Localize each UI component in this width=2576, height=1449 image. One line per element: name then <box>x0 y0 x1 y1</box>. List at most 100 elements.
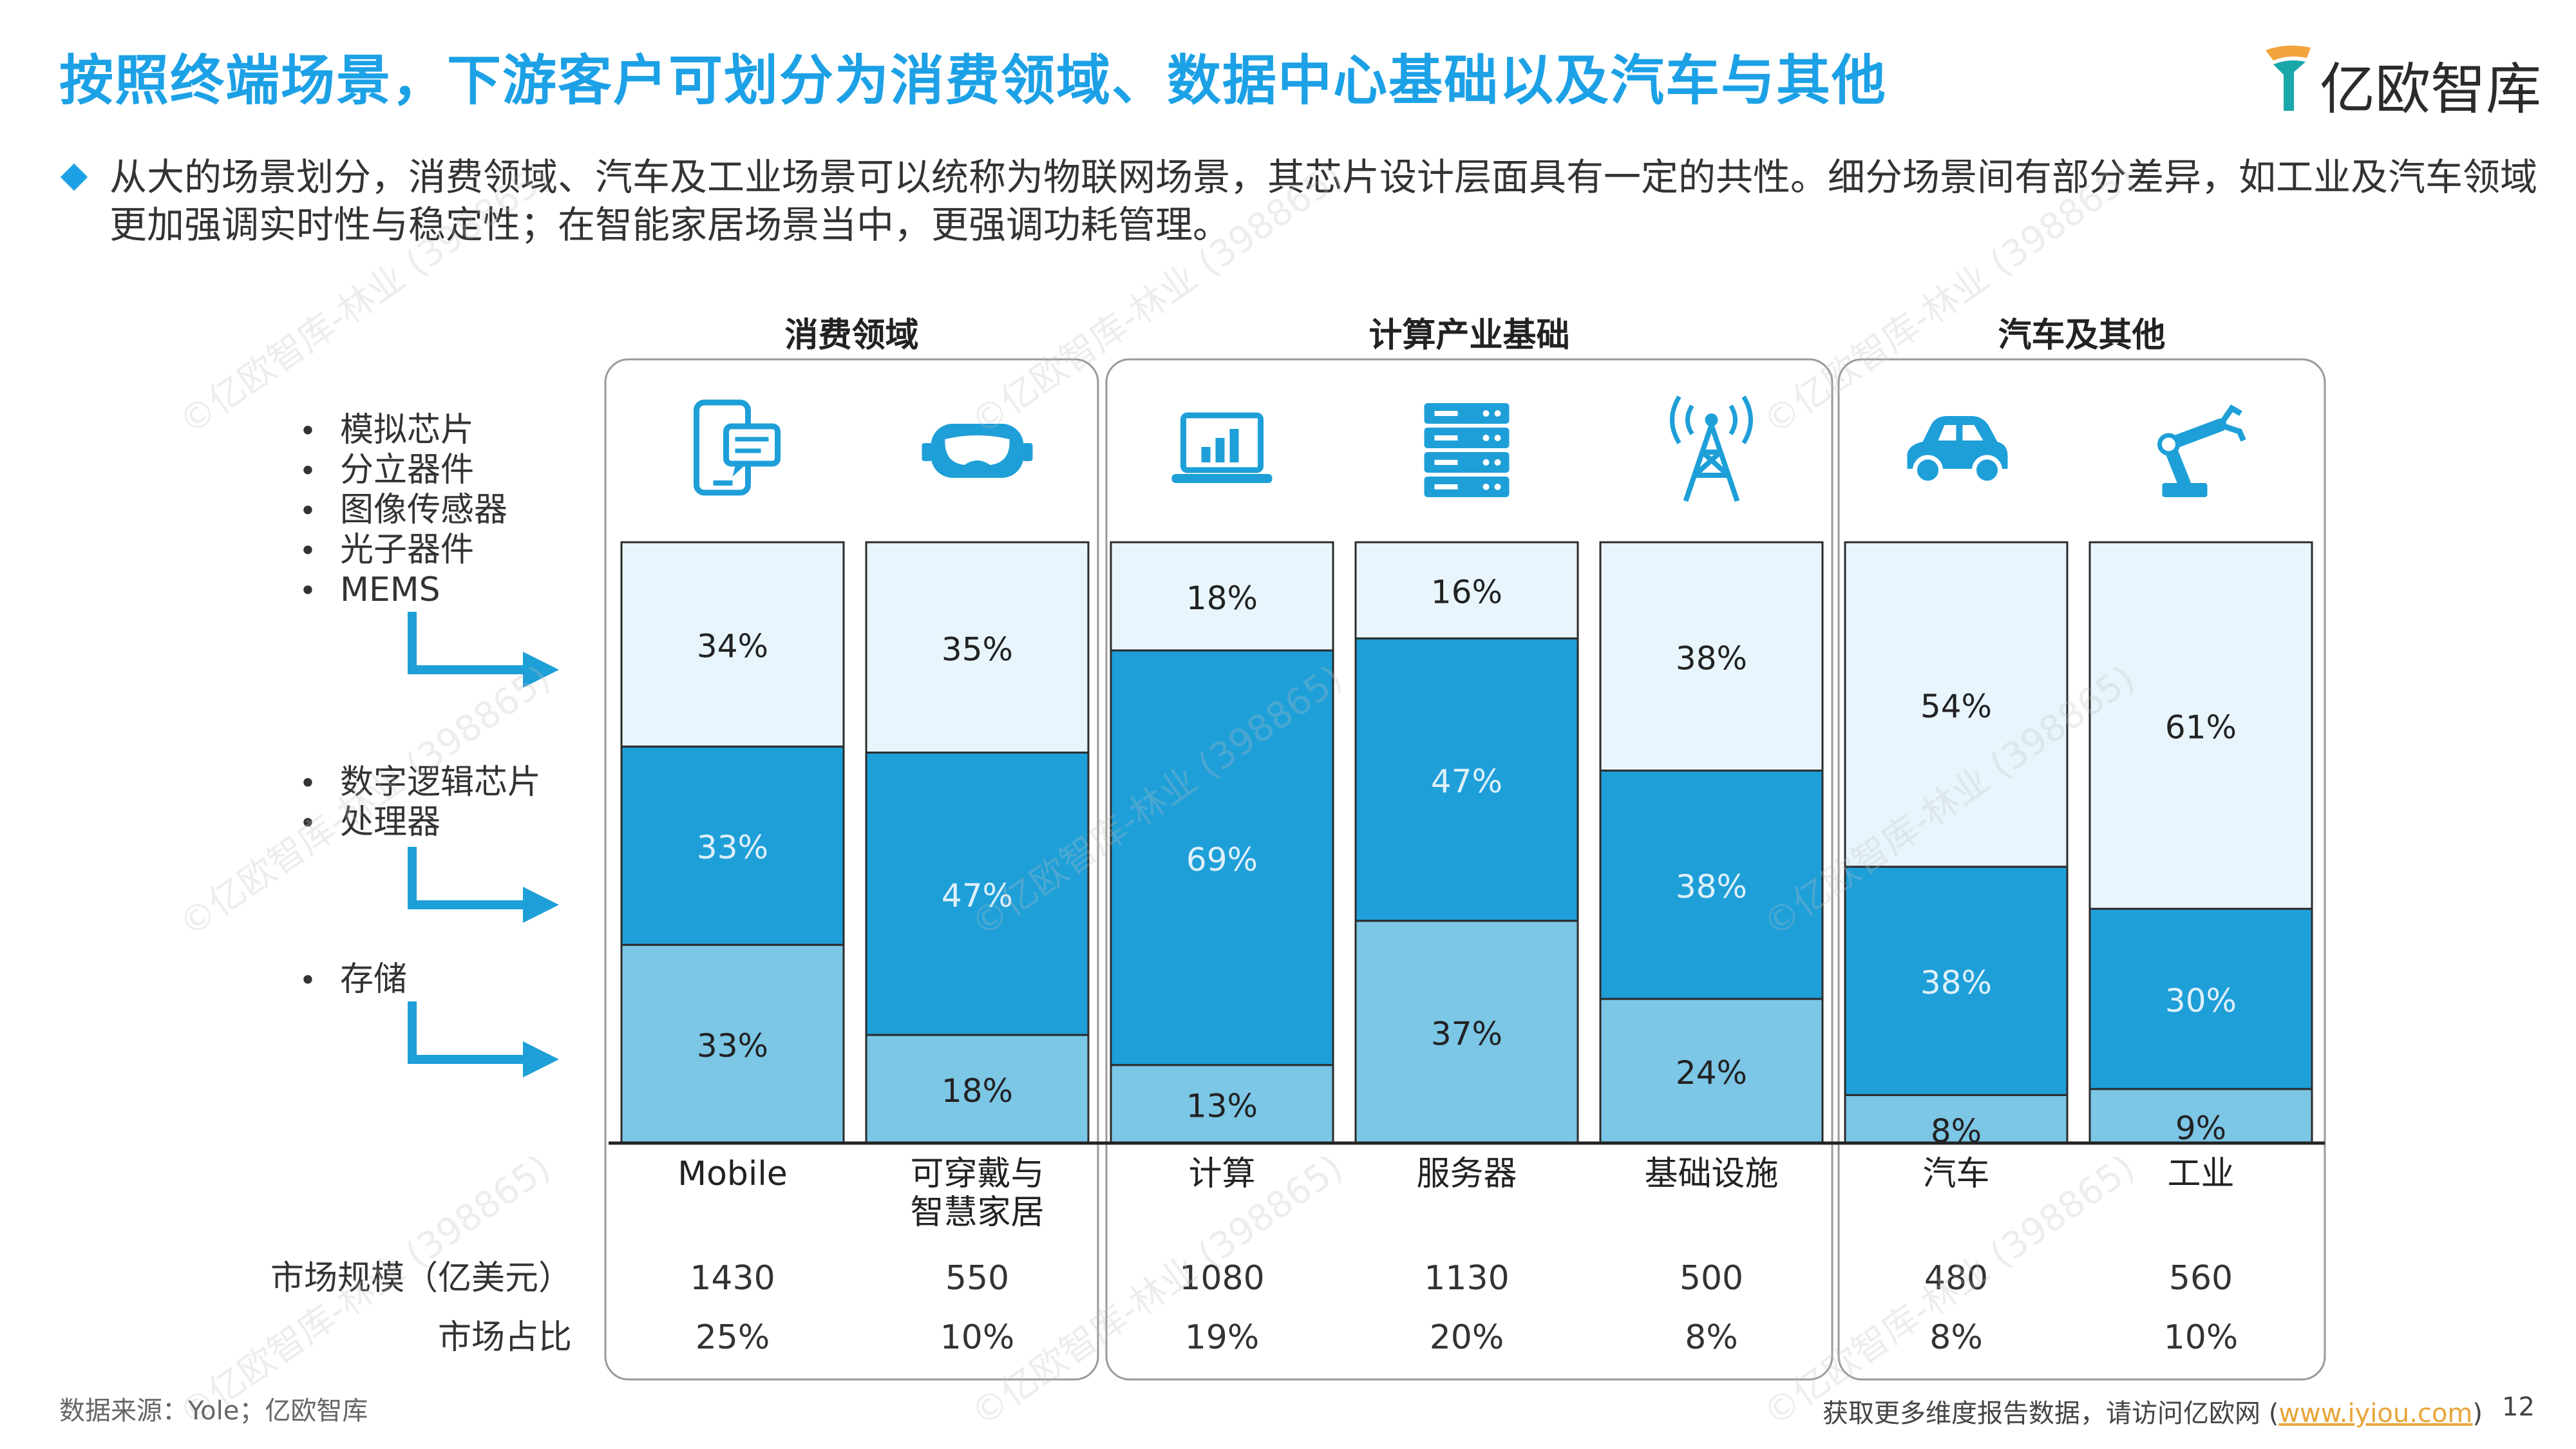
antenna-tower-icon <box>1670 395 1753 502</box>
category-label: 智慧家居 <box>910 1193 1044 1232</box>
list-bullet: • <box>299 573 316 608</box>
vr-goggles-icon <box>922 424 1033 478</box>
laptop-chart-icon <box>1171 412 1273 483</box>
data-label: 38% <box>1676 868 1747 905</box>
data-label: 18% <box>942 1072 1013 1110</box>
category-label: 服务器 <box>1416 1155 1517 1193</box>
arrow-icon <box>408 612 559 688</box>
category-label: 工业 <box>2167 1155 2234 1193</box>
server-icon <box>1424 403 1510 497</box>
data-label: 47% <box>1431 763 1502 800</box>
data-label: 34% <box>697 628 768 665</box>
group-label: 计算产业基础 <box>1368 316 1569 355</box>
footer-more-suffix: ) <box>2472 1399 2483 1428</box>
list-bullet: • <box>299 963 316 998</box>
footer-link[interactable]: www.iyiou.com <box>2278 1399 2473 1428</box>
bar-segment <box>1110 649 1334 1066</box>
data-label: 18% <box>1186 580 1258 617</box>
bar-segment <box>1844 866 2069 1096</box>
data-label: 38% <box>1920 964 1992 1001</box>
chip-type-label: 光子器件 <box>340 531 474 569</box>
data-label: 35% <box>942 630 1013 668</box>
chip-type-label: 数字逻辑芯片 <box>340 763 541 802</box>
table-row-label: 市场占比 <box>438 1318 572 1357</box>
logo: 亿欧智库 <box>2260 39 2541 122</box>
data-label: 54% <box>1920 688 1992 725</box>
chip-type-label: MEMS <box>340 571 440 609</box>
category-label: 可穿戴与 <box>910 1155 1044 1193</box>
group-label: 消费领域 <box>784 316 918 355</box>
data-label: 37% <box>1431 1015 1502 1052</box>
data-source: 数据来源：Yole；亿欧智库 <box>59 1396 368 1426</box>
bar-segment <box>620 541 845 748</box>
category-label: 基础设施 <box>1644 1155 1778 1193</box>
list-bullet: • <box>299 453 316 488</box>
group-panel <box>1105 358 1833 1381</box>
data-label: 38% <box>1676 639 1747 677</box>
page-number: 12 <box>2502 1392 2535 1422</box>
category-label: 汽车 <box>1922 1155 1989 1193</box>
table-cell: 1080 <box>1179 1259 1264 1298</box>
group-label: 汽车及其他 <box>1998 316 2165 355</box>
chip-type-label: 存储 <box>340 960 407 999</box>
data-label: 61% <box>2165 709 2237 746</box>
table-cell: 560 <box>2169 1259 2233 1298</box>
footer-more-info: 获取更多维度报告数据，请访问亿欧网 (www.iyiou.com) <box>1823 1392 2483 1430</box>
summary-text: 从大的场景划分，消费领域、汽车及工业场景可以统称为物联网场景，其芯片设计层面具有… <box>109 155 2538 247</box>
logo-mark-icon <box>2266 45 2311 111</box>
list-bullet: • <box>299 533 316 568</box>
table-cell: 550 <box>945 1259 1009 1298</box>
group-panel <box>604 358 1099 1381</box>
bar-segment <box>1599 541 1824 772</box>
bar-segment <box>1354 541 1579 639</box>
logo-text: 亿欧智库 <box>2320 57 2541 122</box>
page-title: 按照终端场景，下游客户可划分为消费领域、数据中心基础以及汽车与其他 <box>59 49 1888 112</box>
category-label: Mobile <box>677 1155 788 1193</box>
data-label: 16% <box>1431 574 1502 611</box>
chip-type-label: 处理器 <box>340 803 440 842</box>
footer-more-prefix: 获取更多维度报告数据，请访问亿欧网 ( <box>1823 1399 2279 1428</box>
bar-segment <box>865 541 1090 754</box>
data-label: 69% <box>1186 841 1258 878</box>
data-label: 47% <box>942 877 1013 914</box>
table-cell: 1130 <box>1424 1259 1509 1298</box>
table-cell: 10% <box>2164 1318 2239 1357</box>
table-cell: 20% <box>1430 1318 1504 1357</box>
category-label: 计算 <box>1188 1155 1255 1193</box>
table-row-label: 市场规模（亿美元） <box>270 1259 572 1298</box>
table-cell: 10% <box>940 1318 1015 1357</box>
table-cell: 8% <box>1685 1318 1738 1357</box>
table-cell: 19% <box>1185 1318 1260 1357</box>
bar-segment <box>865 1034 1090 1144</box>
list-bullet: • <box>299 493 316 528</box>
list-bullet: • <box>299 766 316 800</box>
list-bullet: • <box>299 806 316 840</box>
data-label: 13% <box>1186 1087 1258 1124</box>
phone-chat-icon <box>694 399 781 496</box>
bar-segment <box>1599 770 1824 1000</box>
bar-segment <box>1354 637 1579 922</box>
chip-type-label: 模拟芯片 <box>340 411 474 450</box>
bar-segment <box>1844 1094 2069 1144</box>
summary-bullet: 从大的场景划分，消费领域、汽车及工业场景可以统称为物联网场景，其芯片设计层面具有… <box>59 153 2545 249</box>
data-label: 33% <box>697 829 768 866</box>
chip-type-label: 图像传感器 <box>340 491 507 529</box>
table-cell: 1430 <box>690 1259 775 1298</box>
table-cell: 8% <box>1929 1318 1983 1357</box>
chip-type-label: 分立器件 <box>340 451 474 489</box>
bar-segment <box>1844 541 2069 868</box>
arrow-icon <box>408 847 559 923</box>
bar-segment <box>620 745 845 946</box>
table-cell: 500 <box>1680 1259 1743 1298</box>
list-bullet: • <box>299 413 316 448</box>
bar-segment <box>2088 541 2313 910</box>
table-cell: 480 <box>1924 1259 1988 1298</box>
robot-arm-icon <box>2157 404 2246 497</box>
bar-segment <box>1110 1064 1334 1144</box>
data-label: 24% <box>1676 1054 1747 1092</box>
bar-segment <box>1110 541 1334 652</box>
data-label: 33% <box>697 1027 768 1065</box>
arrow-icon <box>408 1001 559 1077</box>
bar-segment <box>1354 920 1579 1144</box>
